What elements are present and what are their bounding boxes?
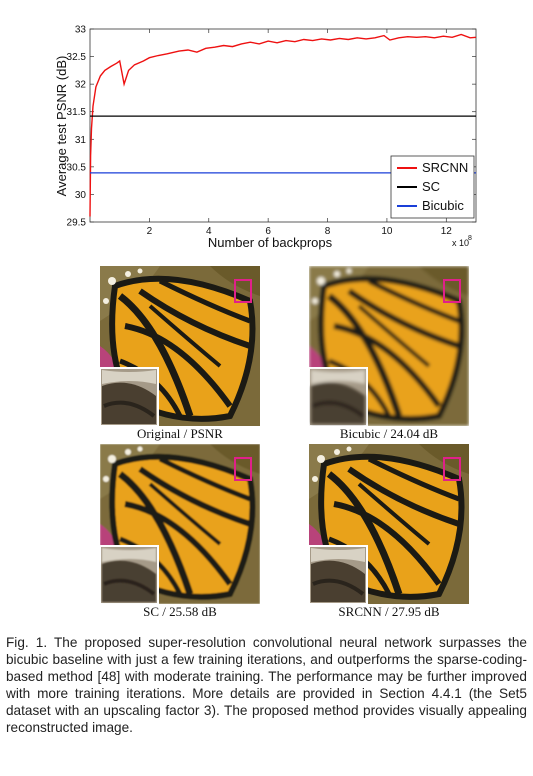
figure-bicubic	[309, 266, 469, 426]
butterfly-image	[100, 444, 260, 604]
y-tick-label: 29.5	[67, 218, 87, 229]
legend-label-srcnn: SRCNN	[422, 160, 468, 175]
caption-sc: SC / 25.58 dB	[143, 604, 217, 619]
butterfly-image	[100, 266, 260, 426]
x-axis: 2 4 6 8 10 12	[147, 29, 453, 237]
y-tick-label: 33	[75, 25, 87, 36]
y-tick-label: 32	[75, 80, 87, 91]
paper-figure-caption: Fig. 1. The proposed super-resolution co…	[6, 635, 527, 735]
legend: SRCNN SC Bicubic	[390, 155, 475, 219]
y-tick-label: 32.5	[67, 52, 87, 63]
psnr-line-chart: 29.5 30 30.5 31 31.5 32 32.5 33 2 4 6 8 10 12 Number…	[54, 25, 477, 250]
x-tick-label: 10	[381, 226, 393, 237]
x-tick-label: 12	[441, 226, 453, 237]
y-tick-label: 31	[75, 135, 87, 146]
butterfly-image	[309, 444, 469, 604]
legend-label-bicubic: Bicubic	[422, 198, 464, 213]
x-axis-label: Number of backprops	[208, 235, 333, 250]
x-multiplier-exponent: 8	[468, 235, 472, 242]
y-axis: 29.5 30 30.5 31 31.5 32 32.5 33	[67, 25, 476, 229]
caption-bicubic: Bicubic / 24.04 dB	[339, 426, 439, 441]
x-tick-label: 8	[325, 226, 331, 237]
caption-srcnn: SRCNN / 27.95 dB	[338, 604, 440, 619]
x-tick-label: 4	[206, 226, 212, 237]
x-tick-label: 2	[147, 226, 153, 237]
x-tick-label: 6	[265, 226, 271, 237]
y-tick-label: 30.5	[67, 162, 87, 173]
y-axis-label: Average test PSNR (dB)	[54, 56, 69, 197]
y-tick-label: 30	[75, 190, 87, 201]
butterfly-image	[309, 266, 469, 426]
figure-srcnn	[309, 444, 469, 604]
y-tick-label: 31.5	[67, 107, 87, 118]
legend-label-sc: SC	[422, 179, 440, 194]
series-line-srcnn	[89, 33, 477, 217]
figure-sc	[100, 444, 260, 604]
x-multiplier-label: x 10	[452, 238, 469, 248]
caption-original: Original / PSNR	[137, 426, 223, 441]
figure-original	[100, 266, 260, 426]
